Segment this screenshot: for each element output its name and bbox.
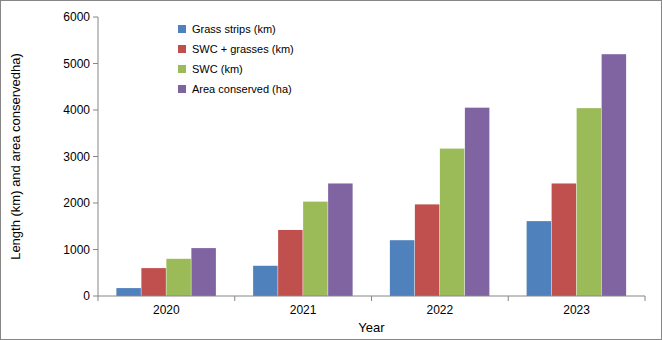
x-tick-label: 2020 bbox=[153, 303, 180, 317]
bar bbox=[577, 108, 602, 296]
bar bbox=[303, 202, 328, 296]
chart-root: 0 1000 2000 3000 4000 5000 6000 2020 2021 2022 202… bbox=[0, 0, 662, 340]
y-tick-label: 0 bbox=[83, 289, 90, 303]
y-tick-label: 4000 bbox=[63, 103, 90, 117]
bar bbox=[328, 183, 353, 296]
y-tick bbox=[93, 296, 98, 297]
x-tick-label: 2022 bbox=[427, 303, 454, 317]
legend-swatch bbox=[178, 85, 186, 93]
y-tick bbox=[93, 17, 98, 18]
bar bbox=[141, 268, 166, 296]
x-tick bbox=[371, 296, 372, 301]
x-tick bbox=[645, 296, 646, 301]
bar bbox=[552, 183, 577, 296]
x-tick bbox=[234, 296, 235, 301]
bars bbox=[116, 54, 626, 296]
y-tick-label: 3000 bbox=[63, 150, 90, 164]
legend-label: Area conserved (ha) bbox=[192, 83, 292, 95]
y-tick bbox=[93, 249, 98, 250]
chart-svg: 0 1000 2000 3000 4000 5000 6000 2020 2021 2022 202… bbox=[0, 0, 662, 340]
bar bbox=[116, 288, 141, 296]
y-tick-label: 5000 bbox=[63, 57, 90, 71]
legend: Grass strips (km) SWC + grasses (km) SWC (… bbox=[178, 23, 294, 95]
y-tick bbox=[93, 156, 98, 157]
x-tick-label: 2021 bbox=[290, 303, 317, 317]
x-tick bbox=[98, 296, 99, 301]
x-tick-label: 2023 bbox=[563, 303, 590, 317]
y-tick bbox=[93, 203, 98, 204]
y-tick-label: 1000 bbox=[63, 243, 90, 257]
bar bbox=[465, 108, 490, 296]
legend-label: Grass strips (km) bbox=[192, 23, 276, 35]
bar bbox=[191, 248, 216, 296]
legend-swatch bbox=[178, 45, 186, 53]
bar bbox=[415, 204, 440, 296]
bar bbox=[278, 230, 303, 296]
legend-label: SWC + grasses (km) bbox=[192, 43, 294, 55]
y-tick bbox=[93, 110, 98, 111]
x-tick bbox=[508, 296, 509, 301]
legend-label: SWC (km) bbox=[192, 63, 243, 75]
y-tick-label: 6000 bbox=[63, 10, 90, 24]
chart-border bbox=[1, 1, 662, 340]
y-tick bbox=[93, 63, 98, 64]
bar bbox=[390, 240, 415, 296]
x-axis-title: Year bbox=[358, 320, 385, 335]
bar bbox=[602, 54, 627, 296]
bar bbox=[527, 221, 552, 296]
bar bbox=[253, 266, 278, 296]
legend-swatch bbox=[178, 65, 186, 73]
y-tick-label: 2000 bbox=[63, 196, 90, 210]
bar bbox=[166, 259, 191, 296]
y-axis-title: Length (km) and area conservedha) bbox=[8, 53, 23, 260]
bar bbox=[440, 149, 465, 296]
legend-swatch bbox=[178, 25, 186, 33]
